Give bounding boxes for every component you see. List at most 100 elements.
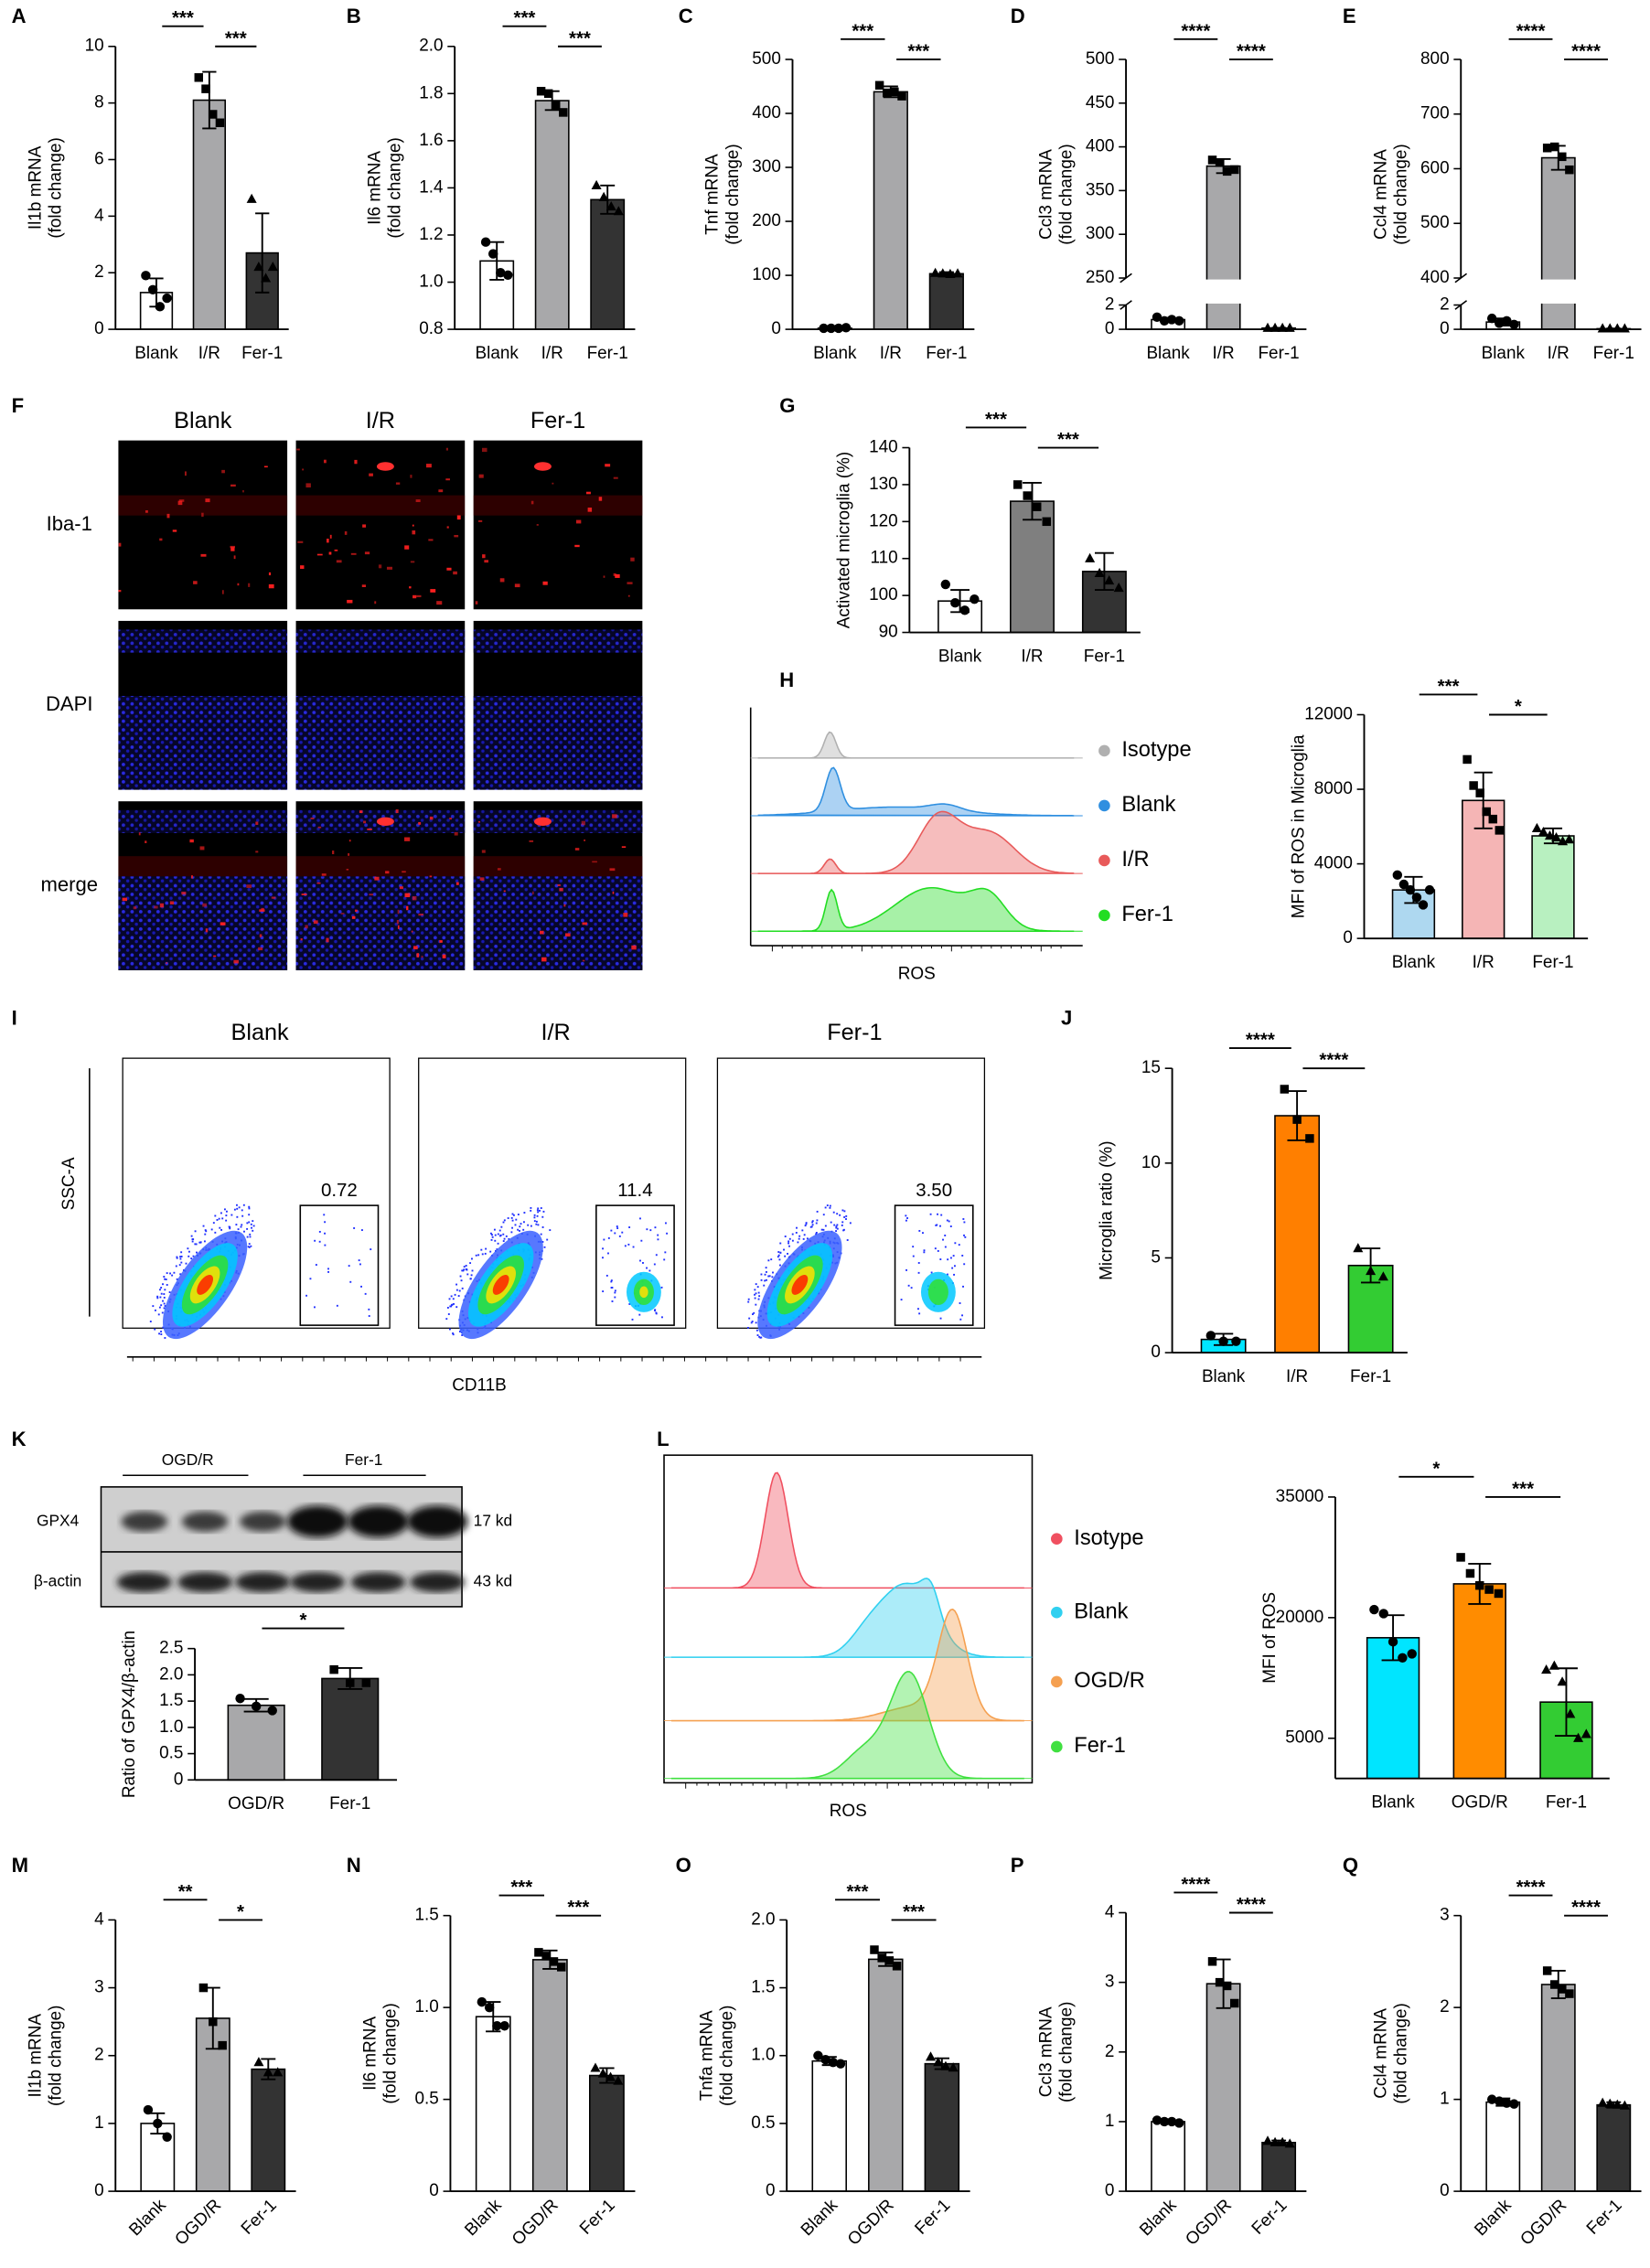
red-speck [574, 848, 580, 850]
data-point [605, 201, 616, 211]
flow-event [241, 1209, 243, 1212]
flow-event [156, 1295, 159, 1298]
red-speck [122, 897, 128, 902]
data-point [1377, 1271, 1388, 1281]
flow-event [517, 1214, 520, 1215]
legend-label: Blank [1121, 793, 1175, 817]
y-tick-label: 8 [94, 93, 104, 112]
data-point [1542, 144, 1552, 153]
y-tick-label: 140 [869, 438, 898, 457]
x-tick-label: Blank [1371, 1793, 1415, 1813]
significance-label: *** [852, 20, 873, 41]
data-point [1174, 316, 1184, 326]
flow-event [163, 1302, 166, 1305]
nuclei-band [118, 629, 288, 653]
red-speck [159, 903, 165, 908]
flow-event [503, 1237, 506, 1240]
flow-event [160, 1331, 163, 1333]
red-speck [334, 549, 338, 551]
red-speck [425, 464, 432, 468]
legend-label: Blank [1074, 1599, 1128, 1623]
flow-event [248, 1246, 251, 1248]
flow-event [220, 1212, 222, 1214]
data-point [950, 598, 960, 608]
flow-event [455, 1289, 458, 1291]
red-speck [481, 850, 486, 853]
red-speck [612, 891, 615, 894]
gate-label: 11.4 [617, 1180, 652, 1201]
flow-event [500, 1225, 503, 1228]
flow-event [204, 1233, 207, 1236]
data-point [1482, 807, 1491, 817]
x-tick-label: Blank [134, 344, 178, 363]
red-speck [559, 887, 563, 892]
red-speck [332, 850, 335, 855]
flow-event [900, 1299, 903, 1301]
flow-event [905, 1219, 907, 1222]
flow-event [228, 1225, 230, 1228]
data-point [1378, 1609, 1388, 1619]
flow-event [246, 1227, 249, 1230]
flow-event [533, 1214, 536, 1216]
flow-event [236, 1204, 238, 1206]
flow-event [777, 1251, 780, 1253]
flow-event [157, 1313, 160, 1316]
y-axis-label: Ratio of GPX4/β-actin [120, 1631, 139, 1798]
flow-event [192, 1255, 195, 1257]
significance-label: *** [985, 409, 1007, 430]
flow-event [962, 1285, 964, 1288]
flow-event [959, 1318, 962, 1321]
red-speck [166, 962, 168, 965]
flow-event [248, 1214, 251, 1216]
flow-event [923, 1251, 926, 1254]
flow-event [653, 1263, 656, 1266]
data-point [1369, 1604, 1379, 1615]
flow-event [824, 1225, 827, 1227]
red-band [295, 495, 466, 516]
band [348, 1505, 409, 1538]
y-tick-label: 3 [94, 1978, 104, 1997]
flow-event [246, 1236, 249, 1238]
x-tick-label: I/R [198, 344, 220, 363]
data-point [484, 2002, 495, 2013]
y-tick-label: 1.8 [419, 83, 443, 102]
red-speck [350, 552, 357, 555]
red-speck [316, 882, 321, 884]
flow-event [510, 1216, 513, 1219]
data-point [940, 579, 950, 590]
flow-event [203, 1240, 206, 1243]
red-speck [429, 816, 434, 820]
red-speck [184, 471, 187, 476]
data-point [835, 2059, 846, 2069]
flow-event [917, 1308, 919, 1311]
flow-event [917, 1271, 920, 1274]
flow-event [638, 1313, 641, 1316]
flow-event [944, 1235, 947, 1236]
flow-event [640, 1239, 643, 1242]
significance-label: **** [1237, 1894, 1266, 1915]
flow-event [760, 1278, 763, 1281]
flow-event [648, 1269, 651, 1272]
flow-event [248, 1243, 251, 1246]
nuclei-band [295, 629, 466, 653]
flow-event [791, 1233, 794, 1236]
row-label: DAPI [46, 692, 93, 715]
flow-event [224, 1208, 226, 1211]
y-tick-label: 0.5 [159, 1744, 183, 1763]
red-cell [533, 817, 552, 827]
red-speck [454, 832, 458, 836]
red-speck [404, 893, 411, 898]
red-speck [297, 540, 304, 543]
red-speck [191, 875, 193, 879]
y-axis-label: Ccl4 mRNA [1371, 149, 1390, 240]
flow-event [461, 1287, 464, 1289]
data-point [1023, 491, 1032, 500]
flow-event [836, 1213, 839, 1215]
red-speck [411, 930, 413, 933]
data-point [1509, 319, 1519, 329]
y-axis-label: Il1b mRNA [26, 145, 45, 230]
flow-event [463, 1266, 466, 1268]
red-speck [336, 560, 342, 563]
flow-event [248, 1207, 251, 1210]
data-point [1174, 2118, 1184, 2128]
